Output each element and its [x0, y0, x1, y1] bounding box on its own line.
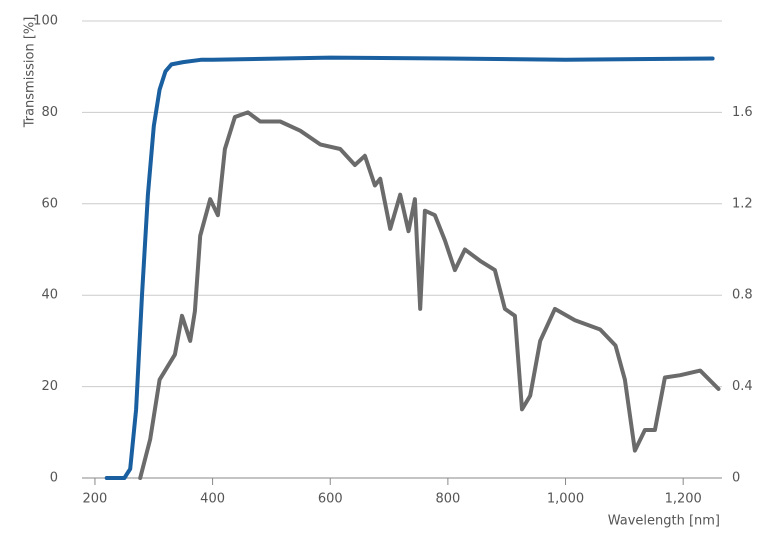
y2-tick-label: 1.2	[732, 196, 753, 211]
x-tick-label: 200	[83, 492, 108, 507]
y2-tick-label: 0.4	[732, 379, 753, 394]
y2-tick-label: 0.8	[732, 288, 753, 303]
data-line	[138, 110, 721, 480]
y-axis-label: Transmission [%]	[23, 17, 38, 129]
x-tick-label: 600	[318, 492, 343, 507]
y-tick-label: 0	[50, 471, 58, 486]
y2-tick-label: 1.6	[732, 105, 753, 120]
x-tick-label: 1,200	[665, 492, 702, 507]
y-tick-label: 100	[33, 14, 58, 29]
x-tick-label: 800	[435, 492, 460, 507]
y-tick-label: 60	[41, 196, 58, 211]
y-tick-label: 40	[41, 288, 58, 303]
y-tick-label: 80	[41, 105, 58, 120]
y2-tick-label: 0	[732, 471, 740, 486]
x-tick-label: 400	[200, 492, 225, 507]
x-tick-label: 1,000	[547, 492, 584, 507]
data-line	[104, 55, 715, 480]
y-tick-label: 20	[41, 379, 58, 394]
x-axis-label: Wavelength [nm]	[608, 514, 720, 529]
